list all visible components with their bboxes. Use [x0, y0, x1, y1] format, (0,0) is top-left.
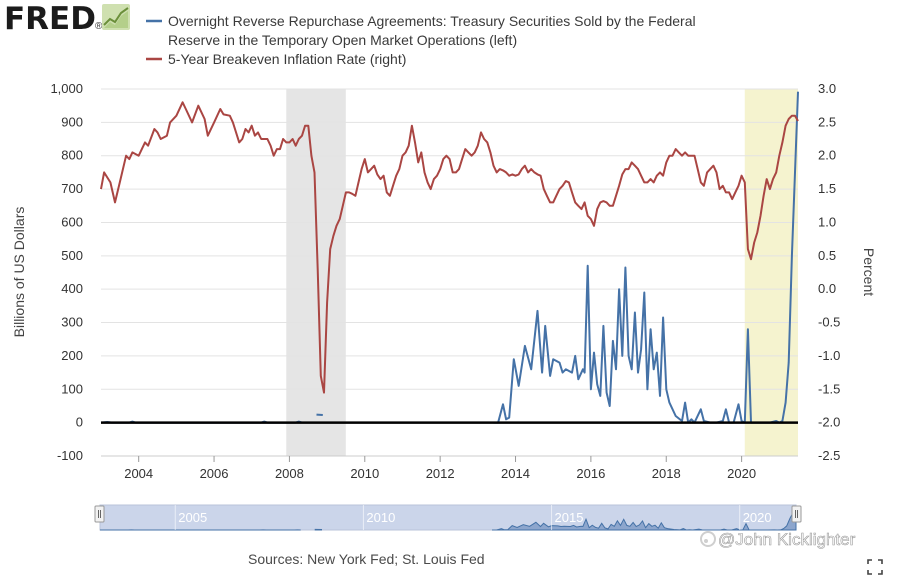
- left-tick-label: 200: [61, 348, 83, 363]
- x-tick-label: 2006: [200, 466, 229, 481]
- navigator-label: 2020: [743, 510, 772, 525]
- breakeven-inflation-line: [100, 101, 799, 394]
- shaded-regions: [286, 89, 798, 456]
- right-axis-title: Percent: [861, 248, 877, 296]
- fullscreen-icon[interactable]: [867, 559, 883, 575]
- watermark: @John Kicklighter: [700, 530, 856, 549]
- x-tick-label: 2008: [275, 466, 304, 481]
- watermark-text: @John Kicklighter: [718, 530, 856, 549]
- x-tick-label: 2010: [350, 466, 379, 481]
- right-tick-label: 1.5: [818, 181, 836, 196]
- left-tick-label: 600: [61, 214, 83, 229]
- left-tick-label: 500: [61, 248, 83, 263]
- series-lines: [100, 91, 799, 424]
- right-tick-label: -1.5: [818, 381, 840, 396]
- logo-text: FRED: [4, 1, 96, 37]
- legend-label-left-line1: Overnight Reverse Repurchase Agreements:…: [168, 13, 696, 29]
- navigator-handle-right[interactable]: [791, 505, 802, 523]
- left-tick-label: 300: [61, 315, 83, 330]
- left-tick-label: 700: [61, 181, 83, 196]
- left-axis-title: Billions of US Dollars: [11, 207, 27, 338]
- left-tick-label: 100: [61, 381, 83, 396]
- left-tick-label: 0: [76, 415, 83, 430]
- legend-label-left-line2: Reserve in the Temporary Open Market Ope…: [168, 32, 517, 48]
- source-note: Sources: New York Fed; St. Louis Fed: [248, 551, 485, 567]
- x-tick-label: 2004: [124, 466, 153, 481]
- legend-item-right-series[interactable]: 5-Year Breakeven Inflation Rate (right): [146, 51, 406, 67]
- x-tick-label: 2014: [501, 466, 530, 481]
- x-axis-ticks: 2004 2006 2008 2010 2012 2014 2016 2018 2020: [101, 455, 798, 481]
- weibo-logo-icon: [700, 531, 716, 547]
- highlight-shade: [744, 89, 798, 456]
- right-axis-ticks: -2.5 -2.0 -1.5 -1.0 -0.5 0.0 0.5 1.0 1.5 2.0 2.5 3.…: [818, 81, 840, 463]
- right-tick-label: -0.5: [818, 315, 840, 330]
- reverse-repo-line: [493, 91, 799, 424]
- gridlines: [101, 88, 798, 457]
- x-tick-label: 2012: [426, 466, 455, 481]
- recession-shade: [286, 89, 346, 456]
- left-tick-label: 900: [61, 114, 83, 129]
- right-tick-label: 1.0: [818, 214, 836, 229]
- left-tick-label: 400: [61, 281, 83, 296]
- navigator-area: [314, 528, 322, 531]
- left-tick-label: 1,000: [50, 81, 83, 96]
- navigator-handle-left[interactable]: [94, 505, 105, 523]
- right-tick-label: 2.5: [818, 114, 836, 129]
- right-tick-label: 2.0: [818, 148, 836, 163]
- trend-graph-icon: [102, 4, 130, 30]
- navigator-labels: 2005 2010 2015 2020: [174, 505, 772, 530]
- legend-label-right: 5-Year Breakeven Inflation Rate (right): [168, 51, 406, 67]
- x-tick-label: 2016: [576, 466, 605, 481]
- right-tick-label: -2.0: [818, 415, 840, 430]
- navigator-label: 2010: [366, 510, 395, 525]
- legend: Overnight Reverse Repurchase Agreements:…: [146, 13, 696, 67]
- left-tick-label: 800: [61, 148, 83, 163]
- x-tick-label: 2018: [652, 466, 681, 481]
- logo-registered-mark: ®: [95, 21, 103, 32]
- right-tick-label: 0.0: [818, 281, 836, 296]
- x-tick-label: 2020: [727, 466, 756, 481]
- right-tick-label: 3.0: [818, 81, 836, 96]
- right-tick-label: -2.5: [818, 448, 840, 463]
- range-navigator[interactable]: 2005 2010 2015 2020: [94, 504, 802, 531]
- navigator-selected-range[interactable]: [99, 504, 797, 531]
- fred-logo[interactable]: FRED ®: [4, 1, 130, 37]
- right-tick-label: 0.5: [818, 248, 836, 263]
- navigator-label: 2015: [555, 510, 584, 525]
- left-axis-ticks: -100 0 100 200 300 400 500 600 700 800 900 1,000: [50, 81, 83, 463]
- left-tick-label: -100: [57, 448, 83, 463]
- right-tick-label: -1.0: [818, 348, 840, 363]
- legend-item-left-series[interactable]: Overnight Reverse Repurchase Agreements:…: [146, 13, 696, 48]
- navigator-label: 2005: [178, 510, 207, 525]
